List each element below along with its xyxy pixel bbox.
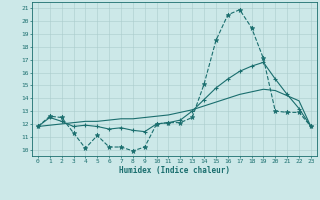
X-axis label: Humidex (Indice chaleur): Humidex (Indice chaleur) (119, 166, 230, 175)
